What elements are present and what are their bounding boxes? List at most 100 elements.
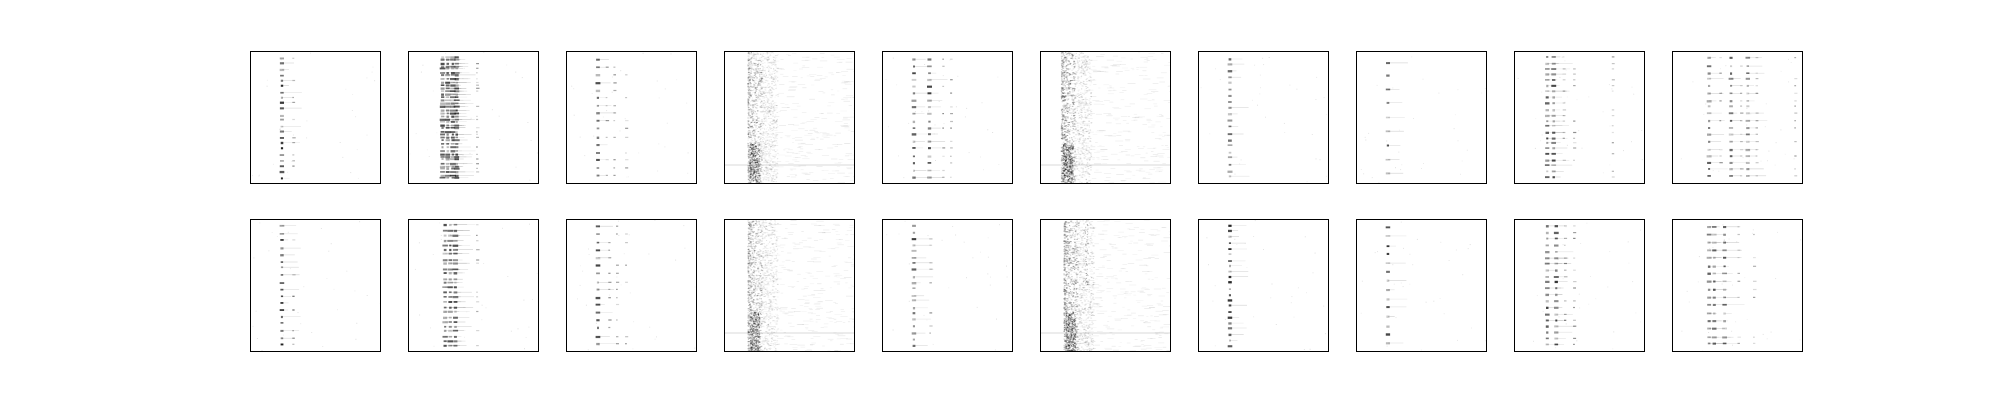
noise-cell bbox=[775, 177, 777, 179]
noise-cell bbox=[763, 121, 766, 123]
noise-cell bbox=[763, 148, 765, 150]
noise-cell bbox=[1075, 155, 1077, 157]
noise-cell bbox=[752, 55, 755, 57]
noise-cell bbox=[750, 94, 752, 96]
heatmap-cell bbox=[440, 109, 445, 112]
heatmap-cell bbox=[595, 74, 601, 77]
noise-cell bbox=[750, 159, 752, 161]
noise-cell bbox=[1062, 70, 1064, 72]
noise-cell bbox=[1066, 108, 1069, 110]
heatmap-cell bbox=[1731, 168, 1742, 170]
noise-cell bbox=[1070, 145, 1072, 148]
noise-cell bbox=[747, 127, 750, 129]
heatmap-cell bbox=[452, 90, 462, 92]
noise-cell bbox=[751, 131, 753, 133]
noise-cell bbox=[765, 146, 767, 147]
noise-cell bbox=[1136, 146, 1140, 147]
noise-cell bbox=[750, 126, 752, 127]
noise-cell bbox=[1068, 88, 1070, 90]
noise-cell bbox=[1067, 116, 1069, 118]
heatmap-cell bbox=[445, 93, 451, 96]
noise-cell bbox=[1107, 87, 1115, 89]
noise-cell bbox=[754, 169, 757, 171]
noise-cell bbox=[1071, 140, 1074, 142]
heatmap-cell bbox=[1227, 156, 1233, 159]
noise-cell bbox=[1136, 69, 1139, 70]
heatmap-cell bbox=[337, 309, 338, 311]
noise-cell bbox=[766, 160, 769, 162]
noise-cell bbox=[1078, 160, 1081, 162]
heatmap-cell bbox=[1611, 90, 1614, 92]
heatmap-cell bbox=[1296, 88, 1298, 90]
heatmap-cell bbox=[1545, 90, 1550, 92]
noise-cell bbox=[757, 169, 759, 171]
noise-cell bbox=[796, 105, 801, 107]
noise-cell bbox=[1073, 101, 1076, 103]
noise-cell bbox=[1065, 76, 1068, 78]
noise-cell bbox=[1072, 68, 1074, 70]
noise-cell bbox=[1065, 147, 1067, 149]
noise-cell bbox=[1062, 152, 1065, 154]
noise-cell bbox=[760, 63, 762, 65]
noise-cell bbox=[1072, 157, 1074, 159]
noise-cell bbox=[1083, 84, 1086, 85]
heatmap-cell bbox=[452, 63, 462, 64]
noise-cell bbox=[763, 91, 765, 93]
noise-cell bbox=[760, 152, 762, 154]
noise-cell bbox=[1064, 180, 1066, 182]
noise-cell bbox=[1168, 85, 1170, 87]
noise-cell bbox=[755, 65, 757, 67]
noise-cell bbox=[751, 86, 754, 88]
heatmap-cell bbox=[613, 159, 616, 161]
heatmap-cell bbox=[442, 82, 460, 83]
noise-cell bbox=[753, 69, 755, 71]
noise-cell bbox=[834, 162, 841, 164]
heatmap-cell bbox=[1240, 159, 1242, 161]
noise-cell bbox=[1125, 178, 1132, 180]
noise-cell bbox=[1068, 147, 1070, 149]
heatmap-cell bbox=[1740, 133, 1743, 135]
noise-cell bbox=[1085, 102, 1087, 104]
noise-cell bbox=[758, 83, 761, 85]
noise-cell bbox=[747, 176, 750, 178]
noise-cell bbox=[1060, 161, 1063, 163]
noise-cell bbox=[764, 89, 767, 91]
heatmap-cell bbox=[440, 156, 445, 158]
noise-cell bbox=[1085, 164, 1088, 166]
noise-cell bbox=[1078, 60, 1081, 62]
noise-cell bbox=[1092, 65, 1096, 67]
noise-cell bbox=[775, 176, 777, 177]
noise-cell bbox=[1063, 181, 1065, 183]
noise-cell bbox=[1062, 155, 1064, 157]
heatmap-cell bbox=[1747, 85, 1754, 86]
noise-cell bbox=[771, 178, 774, 180]
noise-cell bbox=[1083, 55, 1086, 57]
noise-cell bbox=[1150, 156, 1157, 157]
noise-cell bbox=[1086, 145, 1089, 147]
noise-cell bbox=[1103, 100, 1110, 101]
noise-cell bbox=[773, 106, 775, 108]
noise-cell bbox=[1075, 71, 1077, 73]
noise-cell bbox=[1062, 132, 1064, 134]
noise-cell bbox=[777, 126, 779, 128]
noise-cell bbox=[1063, 177, 1065, 179]
noise-cell bbox=[751, 68, 754, 70]
heatmap-cell bbox=[456, 90, 464, 92]
noise-cell bbox=[751, 140, 754, 142]
noise-cell bbox=[1065, 125, 1068, 127]
heatmap-cell bbox=[282, 247, 301, 249]
heatmap-cell bbox=[454, 156, 460, 159]
noise-cell bbox=[1078, 162, 1084, 164]
noise-cell bbox=[1064, 161, 1067, 163]
noise-cell bbox=[759, 57, 761, 59]
noise-cell bbox=[754, 167, 756, 169]
noise-cell bbox=[757, 144, 759, 146]
noise-cell bbox=[747, 77, 749, 79]
noise-cell bbox=[1073, 167, 1075, 168]
noise-cell bbox=[750, 52, 752, 54]
noise-cell bbox=[1070, 159, 1072, 161]
heatmap-cell bbox=[605, 174, 608, 176]
noise-cell bbox=[1069, 147, 1072, 149]
noise-cell bbox=[774, 114, 777, 116]
noise-cell bbox=[759, 124, 761, 126]
